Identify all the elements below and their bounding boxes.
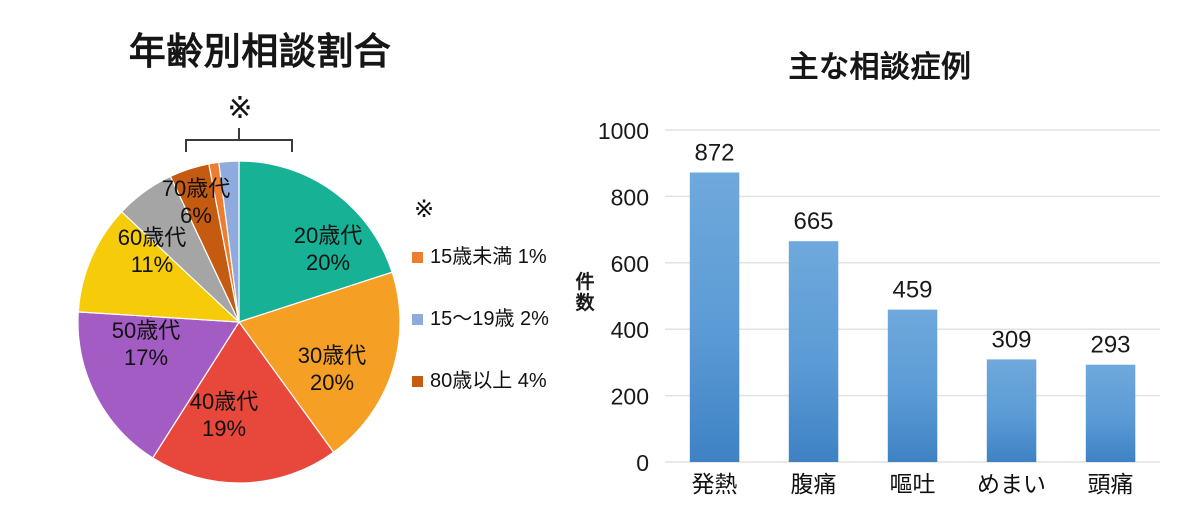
pie-slice[interactable]	[77, 311, 241, 459]
slice-value-text: 19%	[201, 416, 247, 441]
bar[interactable]	[1085, 364, 1136, 462]
bar[interactable]	[887, 309, 938, 462]
x-tick-label: 頭痛	[1088, 471, 1134, 497]
x-tick-label: めまい	[977, 471, 1046, 497]
pie-graphic	[77, 128, 401, 484]
pie-slice[interactable]	[238, 271, 401, 454]
pie-chart-title: 年齢別相談割合	[128, 31, 392, 72]
bar-graphic: 1000 800 600 400 200 0 発熱 腹痛 嘔吐 めまい 頭痛 872 665 459 3…	[560, 0, 1177, 523]
pie-slice-label-60s: 60歳代 11%	[92, 224, 212, 278]
y-tick-label: 200	[611, 384, 649, 410]
y-tick-label: 0	[636, 450, 649, 476]
y-tick-label: 400	[611, 317, 649, 343]
slice-label-text: 50歳代	[111, 318, 181, 343]
x-tick-label: 発熱	[692, 471, 738, 497]
bar-x-tick-labels: 発熱 腹痛 嘔吐 めまい 頭痛	[692, 471, 1134, 497]
x-tick-label: 腹痛	[791, 471, 837, 497]
bar-gridlines	[665, 129, 1160, 463]
bar-series	[689, 172, 1136, 463]
legend-item-label: 15歳未満 1%	[430, 246, 547, 268]
bar-value-label: 665	[793, 208, 833, 235]
pie-slice-label-30s: 30歳代 20%	[272, 342, 392, 396]
y-tick-label: 1000	[598, 118, 649, 144]
pie-legend: ※ 15歳未満 1% 15～19歳 2% 80歳以上 4%	[412, 196, 592, 408]
legend-item-under15[interactable]: 15歳未満 1%	[412, 230, 592, 284]
slice-value-text: 6%	[180, 203, 212, 228]
slice-value-text: 11%	[130, 252, 174, 277]
bracket-annotation-marker: ※	[227, 91, 253, 126]
pie-slice-label-50s: 50歳代 17%	[86, 317, 206, 371]
bracket-shape	[185, 128, 293, 152]
pie-slices	[77, 160, 401, 484]
bar[interactable]	[986, 359, 1037, 462]
bar-value-label: 872	[694, 139, 734, 166]
bar-value-label: 309	[991, 326, 1031, 353]
slice-value-text: 17%	[123, 345, 169, 370]
bar-svg: 1000 800 600 400 200 0 発熱 腹痛 嘔吐 めまい 頭痛 872 665 459 3…	[598, 118, 1160, 497]
x-tick-label: 嘔吐	[890, 471, 936, 497]
y-axis-label-char-2: 数	[575, 293, 595, 314]
pie-chart-panel: 年齢別相談割合 ※ 20歳代 20% 30歳代 20% 40歳代 1	[77, 31, 592, 484]
legend-item-80plus[interactable]: 80歳以上 4%	[412, 354, 592, 408]
bar-value-label: 459	[892, 277, 932, 304]
legend-swatch-icon	[412, 375, 423, 387]
legend-item-15to19[interactable]: 15～19歳 2%	[412, 292, 592, 346]
pie-slice-label-70s: 70歳代 6%	[136, 175, 256, 229]
bar-chart-title: 主な相談症例	[788, 51, 972, 84]
pie-slice[interactable]	[218, 160, 240, 323]
y-axis-label-char-1: 件	[575, 272, 595, 293]
pie-slice[interactable]	[238, 160, 393, 323]
slice-value-text: 20%	[305, 250, 351, 275]
bar-y-axis-label: 件 数	[572, 272, 598, 314]
bar[interactable]	[689, 172, 740, 463]
pie-slice[interactable]	[77, 210, 241, 323]
slice-label-text: 30歳代	[297, 343, 367, 368]
slice-label-text: 60歳代	[117, 225, 187, 250]
bar-value-label: 293	[1090, 332, 1130, 359]
pie-svg	[77, 128, 401, 484]
slice-label-text: 40歳代	[189, 389, 259, 414]
y-tick-label: 600	[611, 251, 649, 277]
slice-label-text: 20歳代	[293, 223, 363, 248]
slice-value-text: 20%	[309, 370, 355, 395]
y-tick-label: 800	[611, 184, 649, 210]
bar-chart-panel: 主な相談症例 件 数 1000 800 600 400 200 0 発熱 腹痛 嘔吐 めまい 頭痛…	[560, 0, 1177, 523]
bar-y-tick-labels: 1000 800 600 400 200 0	[598, 118, 649, 476]
legend-title-marker: ※	[414, 195, 435, 223]
bar-data-labels: 872 665 459 309 293	[694, 139, 1130, 358]
legend-item-label: 80歳以上 4%	[430, 370, 547, 392]
pie-slice-label-20s: 20歳代 20%	[268, 222, 388, 276]
legend-swatch-icon	[412, 251, 423, 263]
bar[interactable]	[788, 241, 839, 462]
legend-swatch-icon	[412, 313, 423, 325]
pie-slice-label-40s: 40歳代 19%	[164, 388, 284, 442]
pie-slice[interactable]	[151, 320, 335, 484]
slice-label-text: 70歳代	[161, 176, 231, 201]
legend-item-label: 15～19歳 2%	[430, 308, 549, 330]
